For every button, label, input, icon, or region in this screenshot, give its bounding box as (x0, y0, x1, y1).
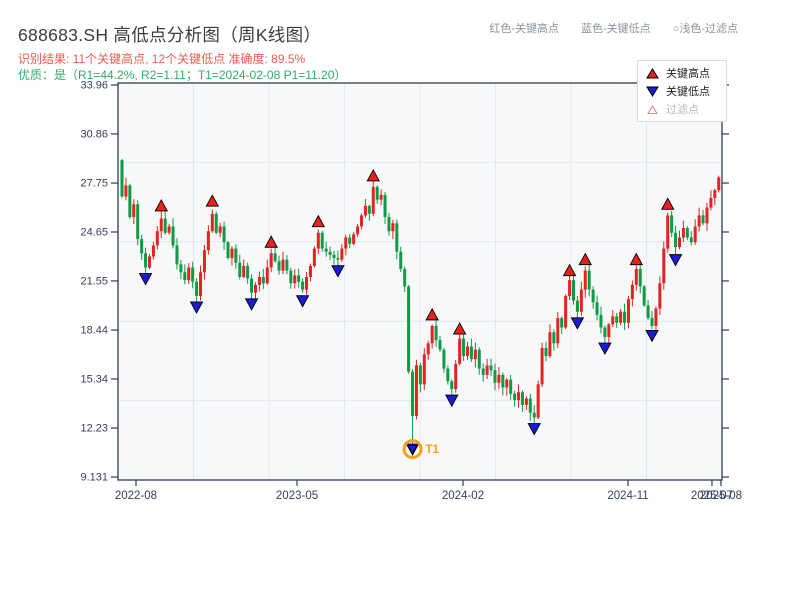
axis-labels: 33.96 30.86 27.75 24.65 21.55 18.44 15.34 12.23… (80, 80, 742, 503)
t1-label: T1 (426, 444, 440, 456)
t1-annotation: T1 (402, 439, 440, 460)
svg-text:2023-05: 2023-05 (276, 490, 318, 502)
legend-item-key-low: 关键低点 (646, 83, 726, 99)
hint-key-high: 红色-关键高点 (489, 23, 560, 35)
hint-filtered: ○浅色-过滤点 (672, 23, 738, 35)
svg-text:2024-02: 2024-02 (442, 490, 484, 502)
svg-text:9.131: 9.131 (80, 472, 108, 484)
svg-text:21.55: 21.55 (80, 275, 108, 287)
quality-line: 优质：是（R1=44.2%, R2=1.11；T1=2024-02-08 P1=… (18, 68, 347, 82)
svg-text:18.44: 18.44 (80, 325, 108, 337)
svg-text:12.23: 12.23 (80, 423, 108, 435)
hint-key-low: 蓝色-关键低点 (581, 23, 651, 35)
plot-legend: 关键高点 关键低点 过滤点 (637, 60, 727, 122)
filtered-triangle-icon (647, 104, 658, 114)
legend-key-low-label: 关键低点 (666, 86, 710, 98)
svg-text:30.86: 30.86 (80, 128, 108, 140)
legend-item-key-high: 关键高点 (646, 65, 726, 81)
svg-text:24.65: 24.65 (80, 226, 108, 238)
candles (120, 158, 721, 445)
key-high-triangle-icon (646, 67, 659, 78)
svg-text:33.96: 33.96 (80, 80, 108, 92)
header-legend: 红色-关键高点 蓝色-关键低点 ○浅色-过滤点 (489, 20, 738, 36)
key-low-triangle-icon (646, 86, 659, 97)
svg-text:2025-08: 2025-08 (700, 490, 742, 502)
legend-filtered-label: 过滤点 (666, 104, 699, 116)
legend-item-filtered: 过滤点 (646, 101, 726, 117)
svg-text:15.34: 15.34 (80, 373, 108, 385)
key-point-markers (138, 168, 683, 457)
svg-text:27.75: 27.75 (80, 178, 108, 190)
page-title: 688683.SH 高低点分析图（周K线图） (18, 25, 322, 45)
svg-text:2025-07: 2025-07 (691, 490, 733, 502)
recognition-result-line: 识别结果: 11个关键高点, 12个关键低点 准确度: 89.5% (18, 52, 306, 66)
svg-text:2022-08: 2022-08 (115, 490, 157, 502)
legend-key-high-label: 关键高点 (666, 68, 710, 80)
svg-text:2024-11: 2024-11 (607, 490, 648, 502)
